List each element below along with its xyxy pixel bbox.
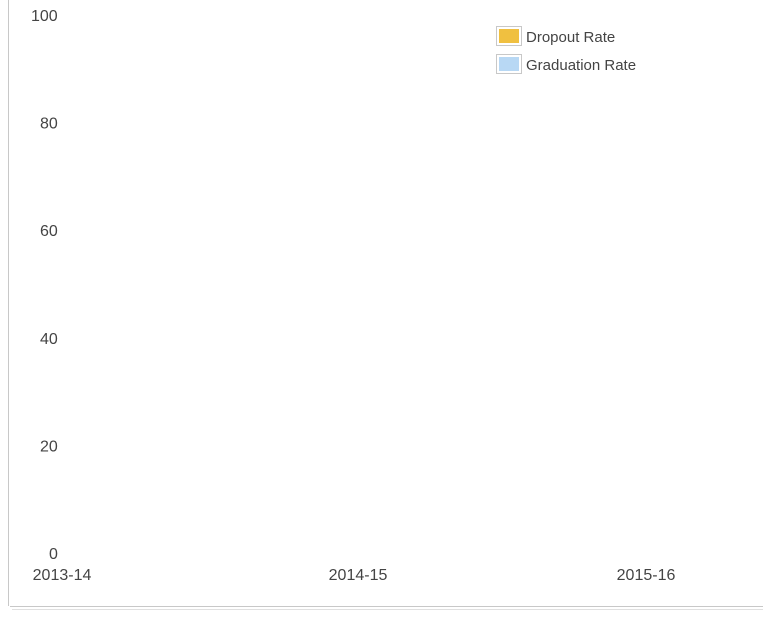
y-tick-label: 0 — [49, 546, 58, 563]
y-tick-label: 40 — [40, 331, 58, 348]
legend-swatch — [499, 57, 519, 71]
y-tick-label: 20 — [40, 438, 58, 455]
y-tick-label: 100 — [31, 8, 58, 25]
x-tick-labels: 2013-14 2014-15 2015-16 — [33, 567, 676, 584]
x-tick-label: 2014-15 — [329, 567, 388, 584]
y-tick-labels: 0 20 40 60 80 100 — [31, 8, 58, 563]
legend-label: Dropout Rate — [526, 29, 615, 46]
legend: Dropout Rate Graduation Rate — [496, 26, 636, 74]
y-tick-label: 60 — [40, 223, 58, 240]
legend-label: Graduation Rate — [526, 57, 636, 74]
x-tick-label: 2013-14 — [33, 567, 92, 584]
legend-swatch — [499, 29, 519, 43]
x-tick-label: 2015-16 — [617, 567, 676, 584]
y-tick-label: 80 — [40, 116, 58, 133]
